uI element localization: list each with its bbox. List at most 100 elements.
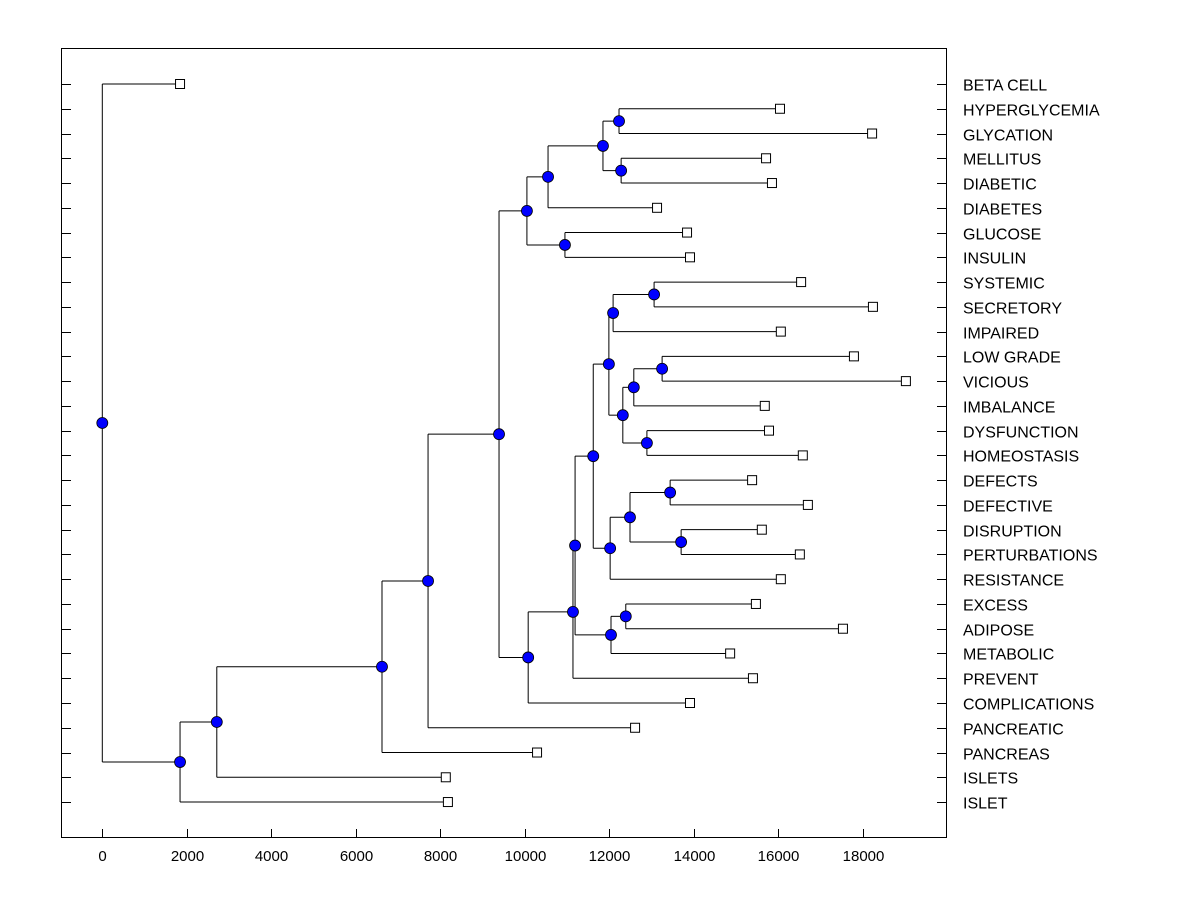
leaf-label: GLUCOSE [963,227,1041,244]
leaf-node [725,648,736,659]
internal-node [521,204,533,217]
leaf-node [775,574,786,585]
leaf-labels: BETA CELL HYPERGLYCEMIA GLYCATION MELLITUS D… [963,78,1100,813]
internal-node [605,629,617,641]
leaf-node [794,549,805,560]
x-tick-label: 14000 [674,848,716,865]
leaf-label: GLYCATION [963,128,1053,145]
internal-node [604,542,617,555]
x-tick-label: 0 [98,848,106,865]
leaf-node [867,301,878,312]
leaf-node [761,153,772,164]
leaf-node [848,351,859,362]
internal-node [627,381,640,394]
dendrogram-links [101,83,906,803]
leaf-label: PREVENT [963,672,1039,689]
leaf-label: DEFECTIVE [963,499,1053,516]
plot-frame [61,48,947,838]
internal-node [602,358,615,370]
internal-node [174,756,186,768]
leaf-label: PANCREAS [963,747,1050,764]
leaf-label: HOMEOSTASIS [963,449,1079,466]
leaf-label: RESISTANCE [963,573,1064,590]
internal-node [607,307,620,319]
leaf-label: SECRETORY [963,301,1062,318]
leaf-label: ISLET [963,796,1008,813]
leaf-label: COMPLICATIONS [963,697,1094,714]
leaf-label: PANCREATIC [963,722,1064,739]
leaf-node [652,202,663,213]
leaf-label: SYSTEMIC [963,276,1045,293]
internal-node [422,575,434,587]
leaf-node [442,797,453,808]
leaf-node [774,103,785,114]
internal-node [619,610,632,623]
internal-node [656,362,669,375]
leaf-node [532,747,543,758]
internal-node [522,651,535,664]
leaf-node [766,178,777,189]
internal-node [675,536,688,548]
leaf-node [775,326,786,337]
x-tick-label: 18000 [843,848,885,865]
leaf-label: HYPERGLYCEMIA [963,103,1100,120]
internal-node [616,409,629,422]
internal-node [376,660,388,673]
leaf-node [900,376,911,387]
internal-node [542,170,554,183]
leaf-label: DIABETES [963,202,1042,219]
leaf-label: DISRUPTION [963,524,1062,541]
leaf-node [440,772,451,783]
leaf-label: DYSFUNCTION [963,425,1079,442]
leaf-label: METABOLIC [963,647,1054,664]
x-tick-label: 12000 [589,848,631,865]
leaf-label: EXCESS [963,598,1028,615]
leaf-node [684,698,695,708]
internal-node [641,437,653,449]
internal-node [559,239,571,251]
leaf-label: BETA CELL [963,78,1047,95]
leaf-node [759,400,770,411]
axis-ticks: 0 2000 4000 6000 8000 10000 12000 14000 16000 180… [61,84,947,865]
x-tick-label: 16000 [758,848,800,865]
x-tick-label: 10000 [505,848,547,865]
internal-node [567,605,579,618]
leaf-label: ADIPOSE [963,623,1034,640]
dendrogram-nodes [96,79,911,808]
internal-node [664,486,677,499]
internal-node [648,288,660,301]
leaf-node [802,499,813,510]
leaf-node [796,277,807,288]
leaf-label: PERTURBATIONS [963,548,1098,565]
leaf-node [750,598,761,609]
leaf-node [747,475,758,486]
leaf-node [684,252,695,263]
leaf-label: DEFECTS [963,474,1038,491]
leaf-label: DIABETIC [963,177,1037,194]
leaf-label: LOW GRADE [963,350,1061,367]
leaf-label: ISLETS [963,771,1018,788]
leaf-node [682,227,693,238]
internal-node [615,164,628,177]
leaf-label: INSULIN [963,251,1026,268]
internal-node [624,511,636,524]
internal-node [96,417,109,429]
x-tick-label: 2000 [171,848,204,865]
leaf-node [756,524,767,535]
leaf-label: IMBALANCE [963,400,1055,417]
leaf-node [764,425,775,436]
internal-node [493,428,505,441]
internal-node [613,115,625,128]
leaf-label: IMPAIRED [963,326,1039,343]
internal-node [569,539,581,552]
leaf-node [867,128,878,139]
leaf-node [837,623,848,634]
internal-node [210,716,223,728]
leaf-node [797,450,808,461]
leaf-node [630,722,641,733]
leaf-label: MELLITUS [963,152,1041,169]
internal-node [587,450,600,463]
leaf-node [175,79,186,89]
x-tick-label: 6000 [340,848,373,865]
